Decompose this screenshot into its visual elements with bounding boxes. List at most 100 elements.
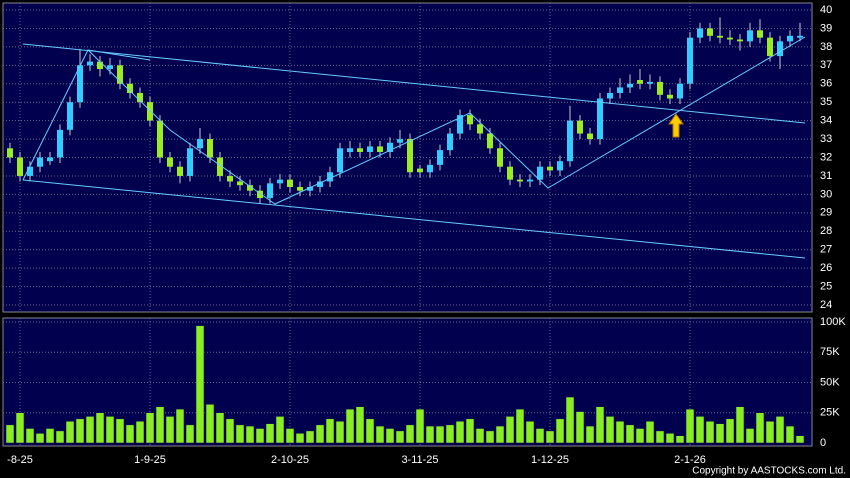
y-tick-label: 28 [820, 225, 832, 237]
candle-body [7, 148, 13, 158]
credit: Copyright by AASTOCKS.com Ltd. [692, 466, 846, 477]
volume-bar [565, 396, 575, 444]
y-tick-label: 25K [820, 407, 840, 419]
volume-bar [125, 424, 135, 444]
trend-line [22, 43, 806, 124]
candle-body [277, 179, 283, 184]
y-tick-label: 75K [820, 346, 840, 358]
volume-bar [525, 420, 535, 444]
candle-body [487, 133, 493, 149]
y-tick-label: 0 [820, 437, 826, 449]
volume-bar [495, 425, 505, 444]
volume-bar [15, 412, 25, 444]
volume-bar [35, 433, 45, 444]
volume-bar [45, 428, 55, 444]
candle-body [587, 133, 593, 140]
candle-body [627, 83, 633, 88]
volume-bar [775, 416, 785, 444]
volume-bar [55, 430, 65, 444]
volume-bar [145, 412, 155, 444]
y-tick-label: 36 [820, 78, 832, 90]
volume-bar [575, 411, 585, 444]
volume-bar [415, 408, 425, 444]
candle-body [497, 148, 503, 167]
volume-bar [215, 412, 225, 444]
candle-body [187, 148, 193, 176]
volume-bar [585, 425, 595, 444]
y-tick-label: 29 [820, 207, 832, 219]
candle-body [657, 81, 663, 95]
candle-body [567, 120, 573, 162]
candle-body [247, 185, 253, 191]
candle-body [677, 83, 683, 99]
candle-body [557, 161, 563, 171]
candle-body [207, 139, 213, 158]
y-tick-label: 38 [820, 41, 832, 53]
volume-bar [645, 420, 655, 444]
candle-body [97, 61, 103, 69]
candle-body [77, 65, 83, 103]
y-tick-label: 33 [820, 133, 832, 145]
candle-body [727, 37, 733, 40]
volume-bar [695, 416, 705, 444]
candle-body [237, 181, 243, 186]
candle-body [267, 183, 273, 199]
candle-body [757, 30, 763, 38]
volume-bar [195, 325, 205, 444]
candle-body [577, 120, 583, 134]
volume-bar [435, 425, 445, 444]
volume-bar [165, 416, 175, 444]
trend-line [87, 49, 151, 61]
candle-body [407, 139, 413, 173]
candle-body [377, 146, 383, 152]
volume-bar [485, 430, 495, 444]
volume-bar [155, 406, 165, 444]
x-tick-label: 2-10-25 [271, 454, 309, 466]
volume-bar [175, 408, 185, 444]
candle-body [477, 124, 483, 134]
candle-body [147, 102, 153, 121]
volume-bar [95, 412, 105, 444]
volume-bar [295, 433, 305, 444]
candle-body [467, 115, 473, 125]
candle-body [527, 179, 533, 182]
candle-body [697, 28, 703, 38]
candle-body [417, 168, 423, 173]
candle-body [777, 41, 783, 57]
y-tick-label: 34 [820, 115, 832, 127]
candle-body [347, 148, 353, 152]
candle-body [737, 39, 743, 42]
x-tick-label: 1-12-25 [531, 454, 569, 466]
volume-bar [375, 425, 385, 444]
volume-bar [365, 418, 375, 444]
candle-body [177, 166, 183, 176]
candle-body [217, 157, 223, 176]
candle-body [707, 28, 713, 36]
candle-body [257, 190, 263, 199]
volume-bar [275, 416, 285, 444]
y-tick-label: 25 [820, 280, 832, 292]
volume-bar [65, 420, 75, 444]
trend-line [22, 179, 806, 259]
candle-body [27, 166, 33, 176]
candle-body [297, 187, 303, 191]
y-tick-label: 37 [820, 59, 832, 71]
y-tick-label: 27 [820, 244, 832, 256]
candle-body [357, 148, 363, 152]
y-tick-label: 50K [820, 376, 840, 388]
volume-bar [305, 430, 315, 444]
candle-body [57, 129, 63, 158]
volume-bar [755, 412, 765, 444]
x-tick-label: 3-11-25 [401, 454, 438, 466]
candle-body [387, 142, 393, 152]
volume-bar [85, 416, 95, 444]
volume-bar [635, 428, 645, 444]
candle-body [287, 179, 293, 187]
volume-bar [385, 428, 395, 444]
candle-body [397, 139, 403, 143]
volume-bar [705, 420, 715, 444]
volume-bar [5, 424, 15, 444]
y-tick-label: 26 [820, 262, 832, 274]
volume-bar [185, 424, 195, 444]
volume-bar [315, 424, 325, 444]
